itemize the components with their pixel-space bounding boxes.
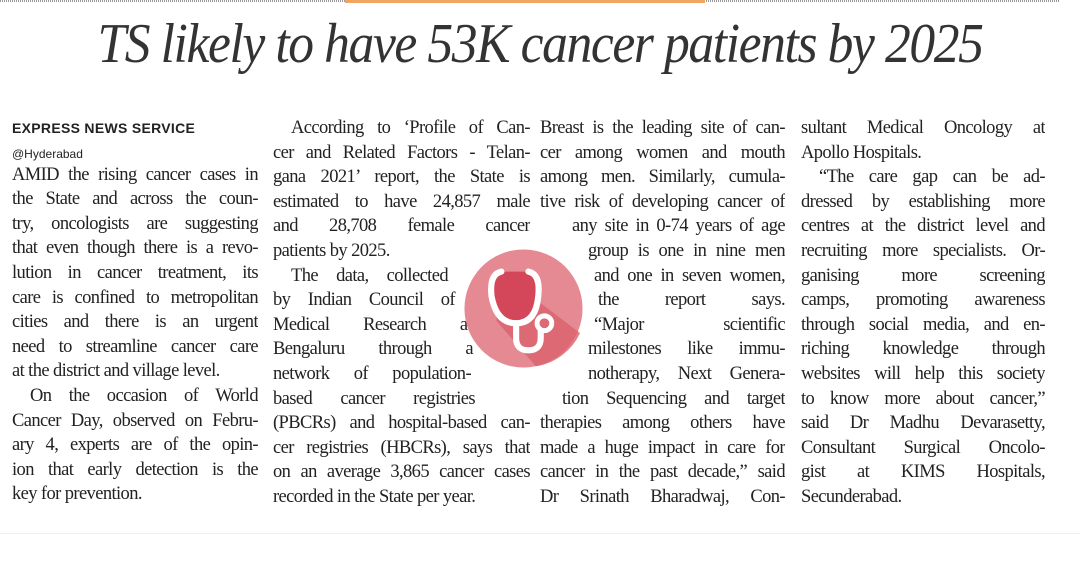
article-text-line: tive risk of developing cancer of [540, 191, 785, 212]
article-text-line: recorded in the State per year. [273, 486, 476, 507]
article-column-1: EXPRESS NEWS SERVICE @Hyderabad AMID the… [12, 116, 258, 507]
article-text-line: among men. Similarly, cumula- [540, 167, 785, 188]
article-text-line: Medical Research at [273, 314, 473, 335]
article-column-2: According to ‘Profile of Can-cer and Rel… [273, 116, 530, 510]
article-text-line: cancer in the past decade,” said [540, 462, 785, 483]
bottom-rule [0, 533, 1080, 534]
article-text-line: Cancer Day, observed on Febru- [12, 410, 258, 431]
article-text-line: lution in cancer treatment, its [12, 262, 258, 283]
article-text-line: gana 2021’ report, the State is [273, 167, 530, 188]
byline-agency: EXPRESS NEWS SERVICE [12, 120, 196, 136]
article-text-line: cities and there is an urgent [12, 312, 258, 333]
article-text-line: Apollo Hospitals. [801, 142, 922, 163]
article-text-line: cer registries (HBCRs), says that [273, 437, 530, 458]
article-text-line: through social media, and en- [801, 314, 1045, 335]
article-text-line: cer and Related Factors - Telan- [273, 142, 530, 163]
article-text-line: patients by 2025. [273, 240, 390, 261]
article-text-line: (PBCRs) and hospital-based can- [273, 413, 530, 434]
article-text-line: “The care gap can be ad- [819, 167, 1045, 188]
article-text-line: estimated to have 24,857 male [273, 191, 530, 212]
article-column-4: sultant Medical Oncology at Apollo Hospit… [801, 116, 1045, 510]
byline-location: @Hyderabad [12, 146, 83, 161]
article-text-line: network of population- [273, 363, 472, 384]
stethoscope-icon [464, 249, 583, 368]
article-text-line: The data, collected [291, 265, 449, 286]
article-text-line: notherapy, Next Genera- [588, 363, 785, 384]
article-text-line: need to streamline cancer care [12, 336, 258, 357]
accent-bar [345, 0, 705, 3]
article-text-line: Secunderabad. [801, 486, 902, 507]
article-text-line: ion that early detection is the [12, 459, 258, 480]
article-column-3: Breast is the leading site of can-cer am… [540, 116, 785, 510]
article-text-line: AMID the rising cancer cases in [12, 164, 258, 185]
article-text-line: According to ‘Profile of Can- [291, 118, 530, 138]
article-text-line: Consultant Surgical Oncolo- [801, 437, 1045, 458]
article-text-line: care is confined to metropolitan [12, 287, 258, 308]
article-text-line: dressed by establishing more [801, 191, 1045, 212]
article-text-line: ary 4, experts are of the opin- [12, 435, 258, 456]
article-text-line: the report says. [598, 290, 785, 311]
byline: EXPRESS NEWS SERVICE @Hyderabad [12, 116, 258, 161]
article-text-line: riching knowledge through [801, 339, 1045, 360]
article-text-line: recruiting more specialists. Or- [801, 240, 1045, 261]
article-text-line: group is one in nine men [588, 240, 785, 261]
article-text-line: made a huge impact in care for [540, 437, 785, 458]
article-text-line: Bengaluru through a [273, 339, 474, 360]
article-text-line: gist at KIMS Hospitals, [801, 462, 1045, 483]
article-text-line: to know more about cancer,” [801, 388, 1045, 409]
article-text-line: and 28,708 female cancer [273, 216, 530, 237]
article-text-line: by Indian Council of [273, 290, 456, 311]
article-text-line: websites will help this society [801, 363, 1045, 384]
article-text-line: and one in seven women, [594, 265, 785, 286]
article-text-line: cer among women and mouth [540, 142, 785, 163]
article-text-line: tion Sequencing and target [562, 388, 785, 409]
article-text-line: at the district and village level. [12, 361, 220, 382]
headline: TS likely to have 53K cancer patients by… [97, 13, 983, 75]
article-text-line: Breast is the leading site of can- [540, 118, 785, 138]
article-text-line: that even though there is a revo- [12, 238, 258, 259]
article-text-line: camps, promoting awareness [801, 290, 1045, 311]
article-text-line: On the occasion of World [30, 385, 258, 406]
article-text-line: sultant Medical Oncology at [801, 118, 1045, 138]
article-text-line: milestones like immu- [588, 339, 785, 360]
article-text-line: key for prevention. [12, 484, 142, 505]
article-text-line: Dr Srinath Bharadwaj, Con- [540, 486, 785, 507]
article-text-line: ganising more screening [801, 265, 1045, 286]
article-text-line: centres at the district level and [801, 216, 1045, 237]
article-text-line: based cancer registries [273, 388, 476, 409]
article-text-line: any site in 0-74 years of age [572, 216, 785, 237]
article-text-line: on an average 3,865 cancer cases [273, 462, 530, 483]
article-text-line: said Dr Madhu Devarasetty, [801, 413, 1045, 434]
article-text-line: the State and across the coun- [12, 189, 258, 210]
article-text-line: “Major scientific [594, 314, 785, 335]
article-text-line: therapies among others have [540, 413, 785, 434]
article-text-line: try, oncologists are suggesting [12, 213, 258, 234]
